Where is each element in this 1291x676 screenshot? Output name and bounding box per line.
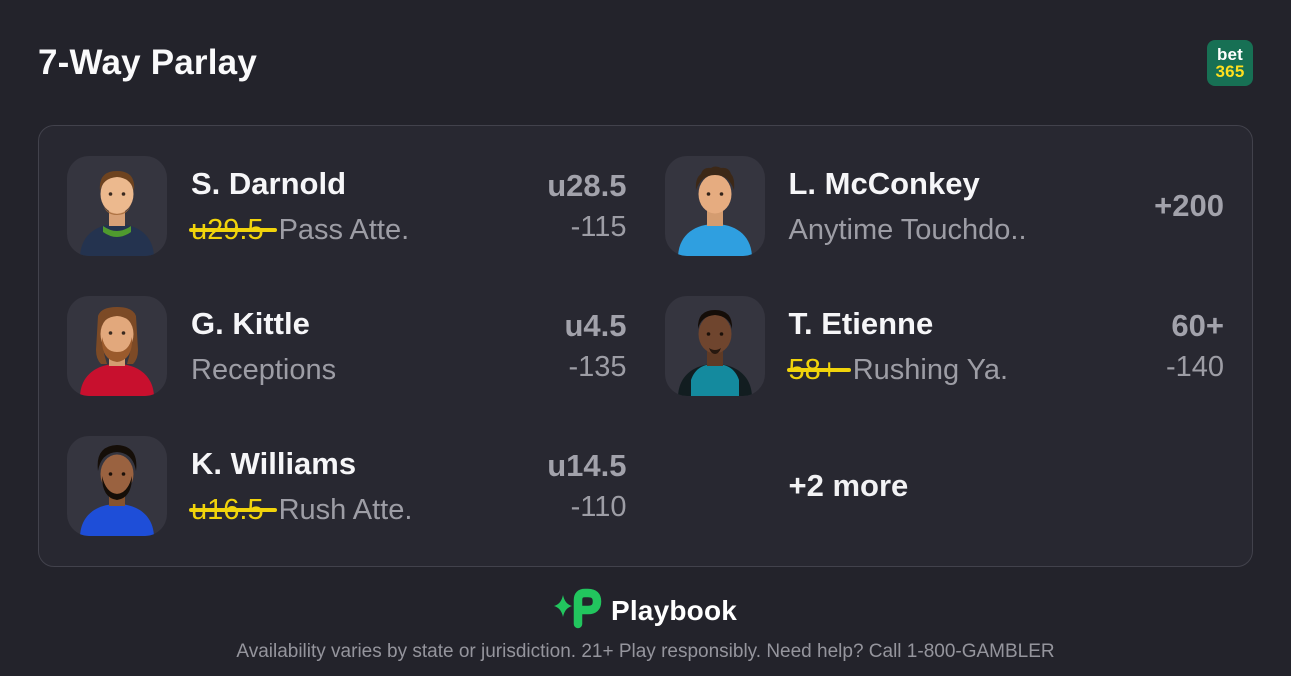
playbook-wordmark: Playbook <box>610 595 738 626</box>
bet365-logo-365: 365 <box>1215 62 1245 81</box>
playbook-logo-icon <box>553 588 602 634</box>
player-name: S. Darnold <box>191 165 347 201</box>
leg-values: u28.5 -115 <box>537 168 626 244</box>
leg-info: L. McConkey Anytime Touchdo.. <box>789 166 1027 247</box>
bet-line: 60+ <box>1171 308 1224 343</box>
leg-values: +200 <box>1144 188 1224 224</box>
bet365-logo[interactable]: bet 365 <box>1207 40 1253 86</box>
bet-odds: -110 <box>570 491 627 523</box>
travis-etienne-photo <box>664 296 765 396</box>
old-line-strikethrough: 58+ <box>786 353 851 386</box>
george-kittle-photo <box>67 296 167 396</box>
bet-odds: -135 <box>568 351 627 383</box>
market-label: Rushing Ya. <box>852 353 1009 386</box>
leg-info: G. Kittle Receptions <box>191 306 336 387</box>
old-line-strikethrough: u29.5 <box>189 213 277 246</box>
kyren-williams-photo <box>67 436 167 536</box>
ladd-mcconkey-photo <box>664 156 765 256</box>
market-label: Receptions <box>191 353 337 386</box>
bet-line: +200 <box>1154 188 1224 223</box>
market-label: Anytime Touchdo.. <box>788 213 1027 246</box>
bet-line: u4.5 <box>564 308 627 343</box>
leg-values: 60+ -140 <box>1156 308 1224 384</box>
bet-odds: -140 <box>1165 351 1224 383</box>
market-line: 58+ Rushing Ya. <box>786 353 1009 387</box>
market-line: Receptions <box>191 354 336 387</box>
leg-info: S. Darnold u29.5 Pass Atte. <box>189 165 410 247</box>
leg-info: T. Etienne 58+ Rushing Ya. <box>786 305 1009 387</box>
more-legs-label[interactable]: +2 more <box>788 468 909 503</box>
leg-values: u4.5 -135 <box>554 308 626 384</box>
more-legs-cell: +2 more <box>665 436 1225 536</box>
parlay-leg-darnold: S. Darnold u29.5 Pass Atte. u28.5 -115 <box>67 156 627 256</box>
parlay-leg-williams: K. Williams u16.5 Rush Atte. u14.5 -110 <box>67 436 627 536</box>
market-label: Rush Atte. <box>278 493 413 526</box>
bet365-logo-bet: bet <box>1216 44 1244 64</box>
leg-values: u14.5 -110 <box>537 448 626 524</box>
market-line: Anytime Touchdo.. <box>789 214 1027 247</box>
bet-line: u28.5 <box>547 168 627 203</box>
parlay-leg-kittle: G. Kittle Receptions u4.5 -135 <box>67 296 627 396</box>
player-name: K. Williams <box>191 445 357 481</box>
market-label: Pass Atte. <box>278 213 410 246</box>
parlay-leg-etienne: T. Etienne 58+ Rushing Ya. 60+ -140 <box>664 296 1224 396</box>
parlay-legs-card: S. Darnold u29.5 Pass Atte. u28.5 -115 <box>38 125 1253 567</box>
parlay-leg-mcconkey: L. McConkey Anytime Touchdo.. +200 <box>664 156 1224 256</box>
bet-line: u14.5 <box>547 448 627 483</box>
bet-odds: -115 <box>570 211 627 243</box>
header: 7-Way Parlay bet 365 <box>38 0 1253 88</box>
footer: Playbook Availability varies by state or… <box>38 588 1253 663</box>
player-name: L. McConkey <box>788 165 980 201</box>
player-name: T. Etienne <box>788 305 934 341</box>
page-title: 7-Way Parlay <box>38 43 257 82</box>
market-line: u29.5 Pass Atte. <box>189 213 410 247</box>
leg-info: K. Williams u16.5 Rush Atte. <box>189 445 413 527</box>
old-line-strikethrough: u16.5 <box>189 493 277 526</box>
player-name: G. Kittle <box>191 305 310 341</box>
sam-darnold-photo <box>67 156 167 256</box>
market-line: u16.5 Rush Atte. <box>189 493 413 527</box>
playbook-logo[interactable]: Playbook <box>38 588 1253 634</box>
responsible-gambling-disclaimer: Availability varies by state or jurisdic… <box>236 641 1055 662</box>
